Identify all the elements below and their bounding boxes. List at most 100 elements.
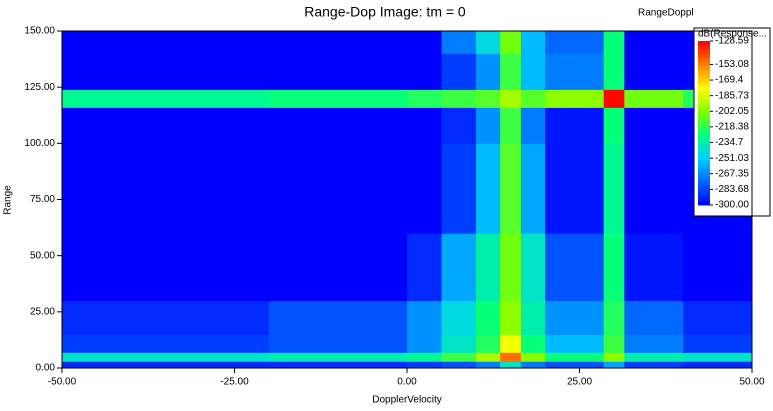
heatmap-cell bbox=[269, 334, 408, 353]
heatmap-cell bbox=[407, 361, 442, 369]
heatmap-cell bbox=[441, 300, 477, 335]
heatmap-cell bbox=[624, 334, 684, 353]
heatmap-cell bbox=[269, 233, 408, 302]
colorbar-swatch bbox=[698, 123, 710, 128]
colorbar-title: dB(Response... bbox=[698, 29, 767, 40]
heatmap-cell bbox=[441, 89, 477, 108]
heatmap-cell bbox=[624, 361, 684, 369]
heatmap-cell bbox=[545, 31, 605, 54]
colorbar-swatch bbox=[698, 131, 710, 136]
heatmap-cell bbox=[545, 300, 605, 335]
heatmap-cell bbox=[269, 352, 408, 362]
colorbar-swatch bbox=[698, 94, 710, 99]
heatmap-cell bbox=[62, 361, 270, 369]
heatmap-cell bbox=[545, 53, 605, 90]
heatmap-cell bbox=[407, 352, 442, 362]
corner-label: RangeDoppl bbox=[638, 8, 694, 19]
heatmap-cell bbox=[683, 233, 753, 302]
heatmap-cell bbox=[545, 352, 605, 362]
y-tick-label: 75.00 bbox=[30, 194, 55, 205]
colorbar-swatch bbox=[698, 135, 710, 140]
y-axis-label: Range bbox=[3, 185, 14, 215]
heatmap-cell bbox=[603, 334, 625, 353]
heatmap-cell bbox=[407, 143, 442, 234]
heatmap-cell bbox=[520, 31, 546, 54]
heatmap-cell bbox=[545, 361, 605, 369]
heatmap-cell bbox=[603, 233, 625, 302]
heatmap-cell bbox=[603, 107, 625, 144]
colorbar-swatch bbox=[698, 155, 710, 161]
colorbar-swatch bbox=[698, 49, 710, 54]
x-tick-label: 50.00 bbox=[739, 377, 764, 388]
heatmap-cell bbox=[683, 361, 753, 369]
colorbar-swatch bbox=[698, 102, 710, 108]
colorbar-swatch bbox=[698, 90, 710, 95]
colorbar-swatch bbox=[698, 77, 710, 83]
heatmap-cell bbox=[624, 143, 684, 234]
colorbar-swatch bbox=[698, 53, 710, 58]
heatmap-cell bbox=[520, 361, 546, 369]
heatmap-cell bbox=[683, 352, 753, 362]
colorbar-swatch bbox=[698, 176, 710, 181]
heatmap-cell bbox=[441, 31, 477, 54]
heatmap-cell bbox=[441, 361, 477, 369]
colorbar-swatch bbox=[698, 65, 710, 71]
x-tick-label: -25.00 bbox=[220, 377, 249, 388]
heatmap-cell bbox=[603, 53, 625, 90]
heatmap-cell bbox=[624, 300, 684, 335]
heatmap-cell bbox=[62, 143, 270, 234]
colorbar-swatch bbox=[698, 61, 710, 67]
colorbar-tick-label: -283.68 bbox=[715, 184, 749, 195]
colorbar-swatch bbox=[698, 172, 710, 177]
heatmap-cell bbox=[500, 53, 522, 90]
heatmap-cell bbox=[476, 233, 501, 302]
colorbar-tick-label: -267.35 bbox=[715, 168, 749, 179]
heatmap-cell bbox=[520, 107, 546, 144]
colorbar-tick-label: -251.03 bbox=[715, 153, 749, 164]
colorbar-swatch bbox=[698, 82, 710, 87]
colorbar-tick-label: -169.4 bbox=[715, 75, 744, 86]
y-tick-label: 50.00 bbox=[30, 250, 55, 261]
heatmap-cell bbox=[441, 143, 477, 234]
heatmap-cell bbox=[500, 233, 522, 302]
colorbar-swatch bbox=[698, 139, 710, 144]
heatmap-cell bbox=[500, 89, 522, 108]
heatmap-cell bbox=[603, 352, 625, 362]
heatmap-cell bbox=[476, 53, 501, 90]
colorbar-swatch bbox=[698, 159, 710, 165]
heatmap-cell bbox=[545, 89, 605, 108]
colorbar-swatch bbox=[698, 184, 710, 190]
heatmap-cell bbox=[476, 89, 501, 108]
colorbar-swatch bbox=[698, 114, 710, 120]
heatmap-cell bbox=[520, 300, 546, 335]
heatmap-cell bbox=[269, 300, 408, 335]
heatmap-cell bbox=[683, 300, 753, 335]
colorbar-swatch bbox=[698, 196, 710, 202]
chart-title: Range-Dop Image: tm = 0 bbox=[304, 4, 466, 20]
x-tick-label: 25.00 bbox=[567, 377, 592, 388]
heatmap-cell bbox=[441, 233, 477, 302]
heatmap-cell bbox=[500, 31, 522, 54]
heatmap-cell bbox=[500, 361, 522, 369]
colorbar-tick-label: -218.38 bbox=[715, 122, 749, 133]
colorbar-swatch bbox=[698, 180, 710, 185]
y-tick-label: 100.00 bbox=[24, 138, 55, 149]
heatmap-cell bbox=[520, 53, 546, 90]
heatmap-cell bbox=[62, 334, 270, 353]
heatmap-cell bbox=[269, 361, 408, 369]
heatmap-cell bbox=[545, 233, 605, 302]
heatmap-cell bbox=[441, 107, 477, 144]
colorbar-tick-label: -300.00 bbox=[715, 200, 749, 211]
heatmap-cell bbox=[476, 31, 501, 54]
colorbar-swatch bbox=[698, 45, 710, 50]
heatmap-cell bbox=[520, 334, 546, 353]
heatmap-cell bbox=[441, 352, 477, 362]
colorbar-swatch bbox=[698, 86, 710, 91]
colorbar-tick-label: -128.59 bbox=[715, 36, 749, 47]
heatmap-cell bbox=[269, 143, 408, 234]
heatmap-cell bbox=[624, 352, 684, 362]
heatmap-cell bbox=[603, 143, 625, 234]
heatmap-cell bbox=[476, 361, 501, 369]
heatmap-cell bbox=[500, 334, 522, 353]
